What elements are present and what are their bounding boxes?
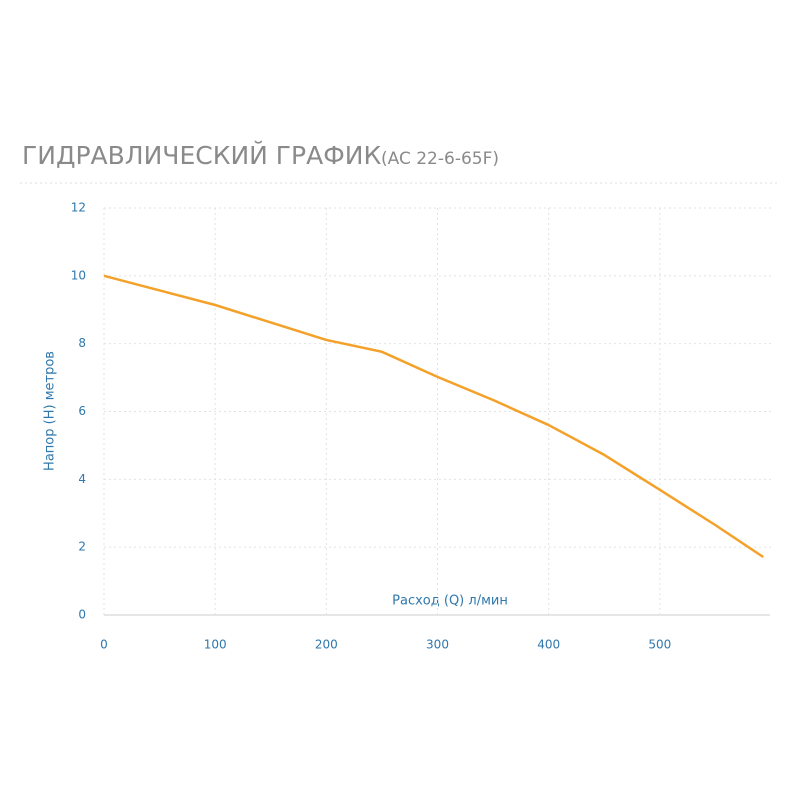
y-tick-label: 8	[78, 336, 86, 350]
y-tick-label: 0	[78, 608, 86, 622]
y-axis-label: Напор (H) метров	[43, 351, 58, 471]
x-tick-label: 0	[100, 638, 108, 652]
x-axis-label: Расход (Q) л/мин	[392, 594, 508, 609]
y-tick-label: 4	[78, 472, 86, 486]
y-tick-label: 12	[71, 201, 86, 215]
y-tick-label: 6	[78, 404, 86, 418]
x-tick-label: 300	[426, 638, 449, 652]
x-tick-label: 400	[537, 638, 560, 652]
x-tick-label: 500	[648, 638, 671, 652]
data-line	[103, 274, 764, 559]
chart-title: ГИДРАВЛИЧЕСКИЙ ГРАФИК	[22, 141, 381, 170]
y-tick-label: 2	[78, 540, 86, 554]
x-tick-label: 100	[204, 638, 227, 652]
y-tick-label: 10	[71, 268, 86, 282]
x-tick-label: 200	[315, 638, 338, 652]
chart-subtitle: (AC 22-6-65F)	[381, 149, 499, 169]
